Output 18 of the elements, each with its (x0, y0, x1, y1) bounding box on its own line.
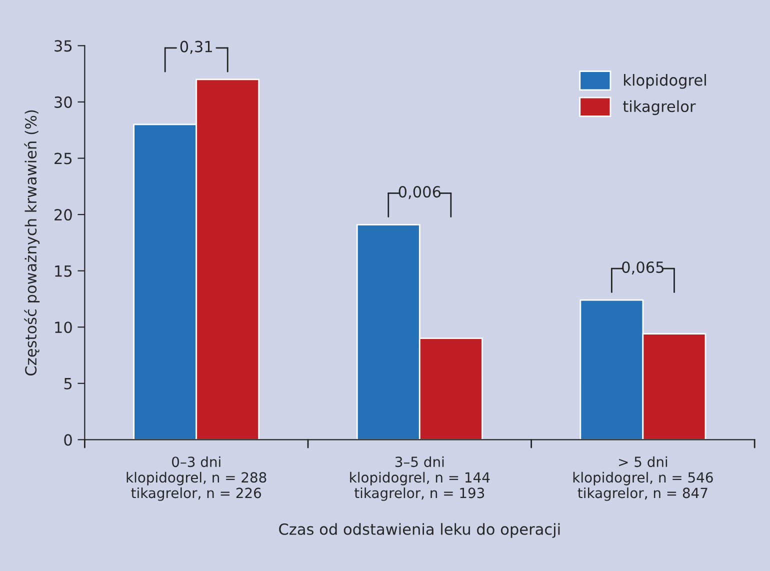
y-tick-label: 20 (54, 209, 72, 221)
x-tick-label: > 5 dni klopidogrel, n = 546 tikagrelor, n = 847 (573, 456, 713, 501)
y-tick-label: 35 (54, 40, 72, 52)
x-axis-title: Czas od odstawienia leku do operacji (279, 523, 560, 538)
x-tick-label: 0–3 dni klopidogrel, n = 288 tikagrelor, n = 226 (126, 456, 266, 501)
y-tick-label: 5 (64, 378, 72, 390)
legend-label: klopidogrel (624, 74, 706, 89)
annotation: 0,006 (398, 186, 441, 200)
y-tick-label: 30 (54, 96, 72, 108)
y-tick-label: 15 (55, 265, 72, 277)
y-tick-label: 25 (54, 152, 72, 164)
annotation: 0,065 (622, 261, 664, 275)
y-tick-label: 10 (55, 322, 72, 334)
x-tick-label: 3–5 dni klopidogrel, n = 144 tikagrelor, n = 193 (350, 456, 490, 501)
y-tick-label: 0 (64, 434, 72, 446)
annotation: 0,31 (180, 40, 212, 54)
y-axis-title: Częstość poważnych krwawień (%) (24, 110, 40, 376)
legend-label: tikagrelor (623, 100, 696, 116)
